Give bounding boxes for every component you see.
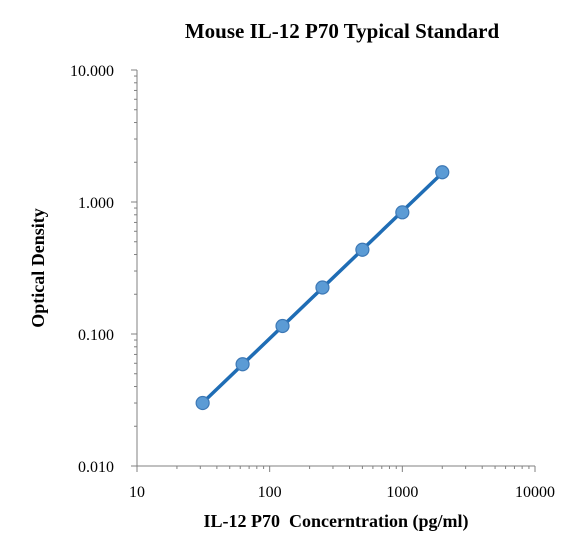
x-axis-label: IL-12 P70 Concerntration (pg/ml) — [204, 511, 469, 532]
x-tick-label: 10000 — [515, 484, 555, 501]
y-tick-label: 10.000 — [70, 63, 114, 80]
data-point — [275, 318, 290, 334]
y-tick-label: 1.000 — [78, 195, 114, 212]
y-tick-label: 0.010 — [78, 459, 114, 476]
data-point — [195, 395, 210, 411]
y-axis-label: Optical Density — [28, 208, 48, 328]
data-point — [355, 242, 370, 257]
x-tick-label: 10 — [129, 484, 145, 501]
data-point — [435, 165, 450, 180]
data-point — [395, 205, 410, 220]
data-points — [195, 165, 450, 411]
x-tick-label: 1000 — [386, 484, 418, 501]
plot-area: 10 100 1000 10000 0.010 0.100 1.000 10.000 — [70, 63, 555, 501]
x-tick-label: 100 — [258, 484, 282, 501]
data-point — [235, 357, 250, 372]
chart-title: Mouse IL-12 P70 Typical Standard — [185, 19, 500, 43]
y-tick-label: 0.100 — [78, 327, 114, 344]
tick-labels: 10 100 1000 10000 0.010 0.100 1.000 10.000 — [70, 63, 555, 501]
minor-ticks — [134, 75, 530, 469]
major-ticks — [131, 69, 536, 472]
data-point — [315, 280, 330, 295]
